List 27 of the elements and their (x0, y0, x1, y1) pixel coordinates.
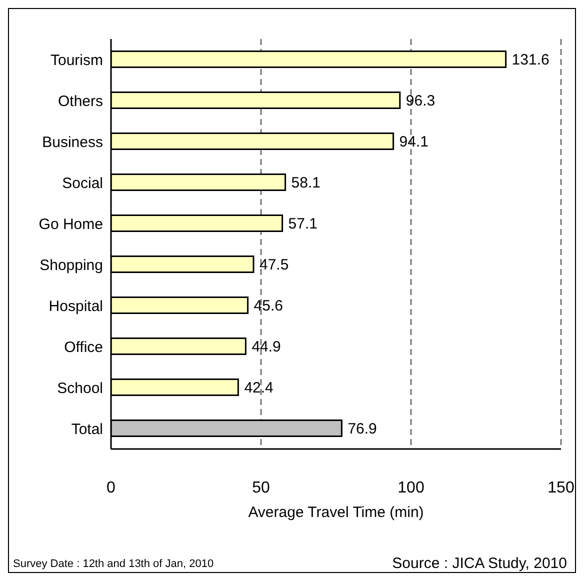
text: Survey Date : 12th and 13th of Jan, 2010 (13, 558, 214, 570)
data-label: 57.1 (288, 216, 318, 233)
data-label: 94.1 (399, 134, 429, 151)
data-label: 96.3 (406, 92, 436, 110)
y-tick-label: Social (62, 174, 103, 192)
data-label: 47.5 (260, 256, 289, 274)
x-tick-label: 0 (106, 479, 116, 496)
x-tick-label: 50 (252, 479, 270, 496)
data-label: 44.9 (252, 338, 281, 356)
source-note: Source : JICA Study, 2010 (392, 555, 567, 572)
y-tick-label: Go Home (38, 216, 103, 233)
y-tick-label: Shopping (40, 256, 103, 274)
data-label: 42.4 (244, 380, 274, 397)
y-tick-label: Hospital (48, 298, 103, 315)
x-tick-label: 150 (548, 479, 574, 496)
y-tick-label: School (57, 380, 103, 397)
y-tick-label: Others (58, 92, 103, 110)
data-label: 58.1 (291, 174, 321, 192)
x-tick-label: 100 (398, 479, 424, 496)
y-tick-label: Office (64, 338, 103, 356)
x-axis-title: Average Travel Time (min) (248, 504, 424, 521)
data-label: 131.6 (512, 52, 550, 69)
data-label: 45.6 (254, 298, 284, 315)
y-tick-label: Business (42, 134, 103, 151)
data-label: 76.9 (348, 420, 377, 438)
y-tick-label: Total (71, 420, 103, 438)
y-tick-label: Tourism (50, 52, 103, 69)
